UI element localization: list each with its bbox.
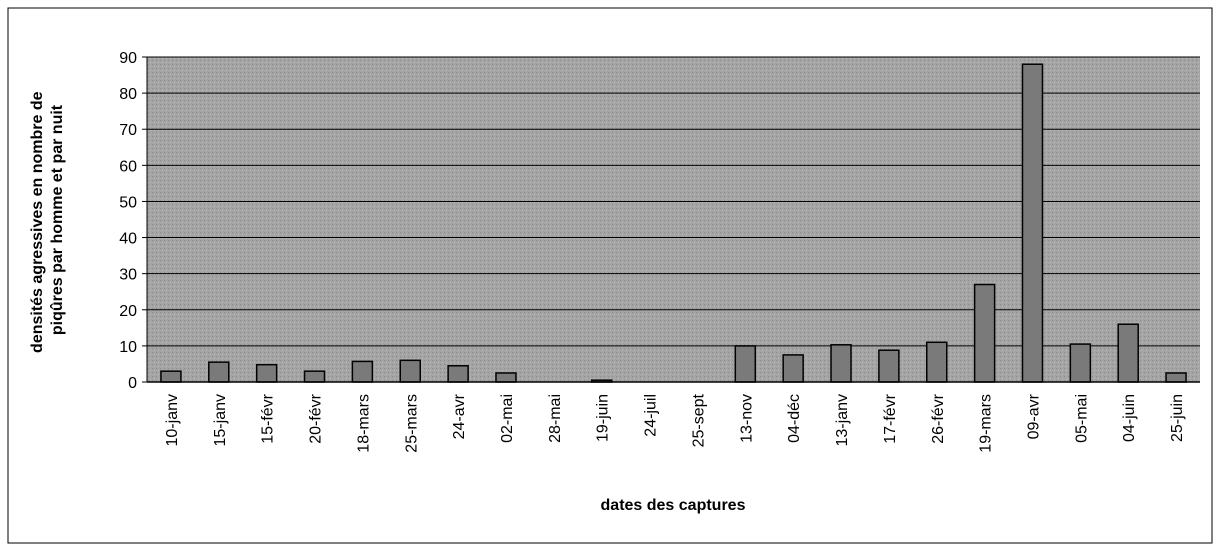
bar (399, 359, 421, 383)
x-tick-label: 09-avr (1025, 393, 1042, 439)
x-tick-label: 02-mai (499, 394, 516, 443)
bar (303, 370, 326, 383)
x-tick-label: 18-mars (355, 394, 372, 453)
y-tick-label: 50 (119, 194, 137, 211)
x-tick-label: 19-mars (978, 394, 995, 453)
x-tick-label: 24-avr (451, 393, 468, 439)
bar (255, 363, 278, 383)
bar (1165, 372, 1187, 383)
bar (782, 354, 804, 383)
bar (1021, 63, 1044, 383)
x-tick-label: 19-juin (595, 394, 612, 442)
bar (495, 372, 517, 383)
x-tick-label: 13-nov (738, 394, 755, 443)
x-tick-label: 25-mars (403, 394, 420, 453)
y-axis-title: densités agressives en nombre de piqûres… (29, 87, 66, 353)
bar (830, 344, 852, 383)
bar (926, 341, 948, 383)
y-tick-label: 40 (119, 231, 137, 248)
y-tick-label: 10 (119, 339, 137, 356)
x-tick-label: 15-févr (260, 393, 277, 443)
bar (878, 349, 900, 383)
bar (973, 283, 996, 383)
bar (447, 365, 469, 383)
x-tick-label: 25-juin (1169, 394, 1186, 442)
x-tick-label: 20-févr (308, 393, 325, 443)
x-tick-label: 15-janv (212, 394, 229, 446)
x-tick-label: 24-juil (643, 394, 660, 437)
x-tick-label: 28-mai (547, 394, 564, 443)
x-tick-label: 25-sept (690, 393, 707, 447)
x-tick-label: 04-juin (1121, 394, 1138, 442)
x-tick-label: 17-févr (882, 393, 899, 443)
x-tick-label: 13-janv (834, 394, 851, 446)
x-tick-label: 10-janv (164, 394, 181, 446)
bar (1069, 343, 1092, 383)
bar (351, 360, 374, 383)
x-tick-label: 05-mai (1073, 394, 1090, 443)
bar (1117, 323, 1139, 383)
y-tick-label: 0 (128, 375, 137, 392)
x-axis-title: dates des captures (601, 497, 746, 514)
x-tick-label: 04-déc (786, 394, 803, 443)
y-tick-label: 20 (119, 303, 137, 320)
bar (160, 370, 182, 383)
bar (208, 361, 230, 383)
y-tick-label: 60 (119, 158, 137, 175)
y-axis-title-line: densités agressives en nombre de (29, 91, 46, 353)
y-axis-title-line: piqûres par homme et par nuit (49, 104, 66, 335)
y-tick-label: 90 (119, 50, 137, 67)
y-tick-label: 80 (119, 86, 137, 103)
y-tick-label: 30 (119, 267, 137, 284)
x-tick-label: 26-févr (930, 393, 947, 443)
y-tick-label: 70 (119, 122, 137, 139)
bar (734, 345, 757, 383)
